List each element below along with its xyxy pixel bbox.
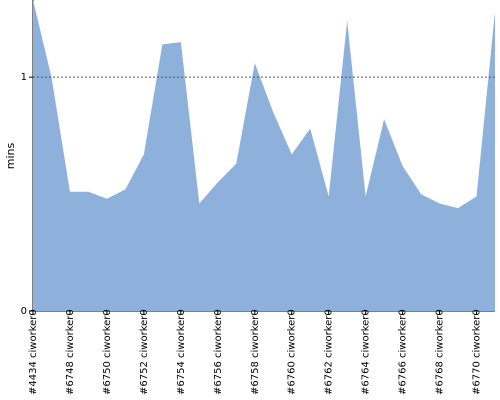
x-tick-label: #6750 ciworker0 (102, 309, 113, 395)
area-series (33, 0, 495, 311)
x-tick-label: #6760 ciworker0 (287, 309, 298, 395)
x-tick-label: #6764 ciworker0 (361, 309, 372, 395)
y-tick-label: 1 (21, 72, 27, 83)
x-tick-label: #4434 ciworker0 (28, 309, 39, 395)
x-tick-label: #6756 ciworker0 (213, 309, 224, 395)
x-tick-label: #6762 ciworker0 (324, 309, 335, 395)
x-tick-label: #6758 ciworker0 (250, 309, 261, 395)
x-tick-label: #6752 ciworker0 (139, 309, 150, 395)
x-tick-label: #6748 ciworker0 (65, 309, 76, 395)
y-tick-label: 0 (21, 306, 27, 317)
x-tick-label: #6754 ciworker0 (176, 309, 187, 395)
x-tick-label: #6768 ciworker0 (435, 309, 446, 395)
x-tick-label: #6770 ciworker0 (472, 309, 483, 395)
y-axis-title: mins (4, 142, 17, 169)
x-tick-label: #6766 ciworker0 (398, 309, 409, 395)
